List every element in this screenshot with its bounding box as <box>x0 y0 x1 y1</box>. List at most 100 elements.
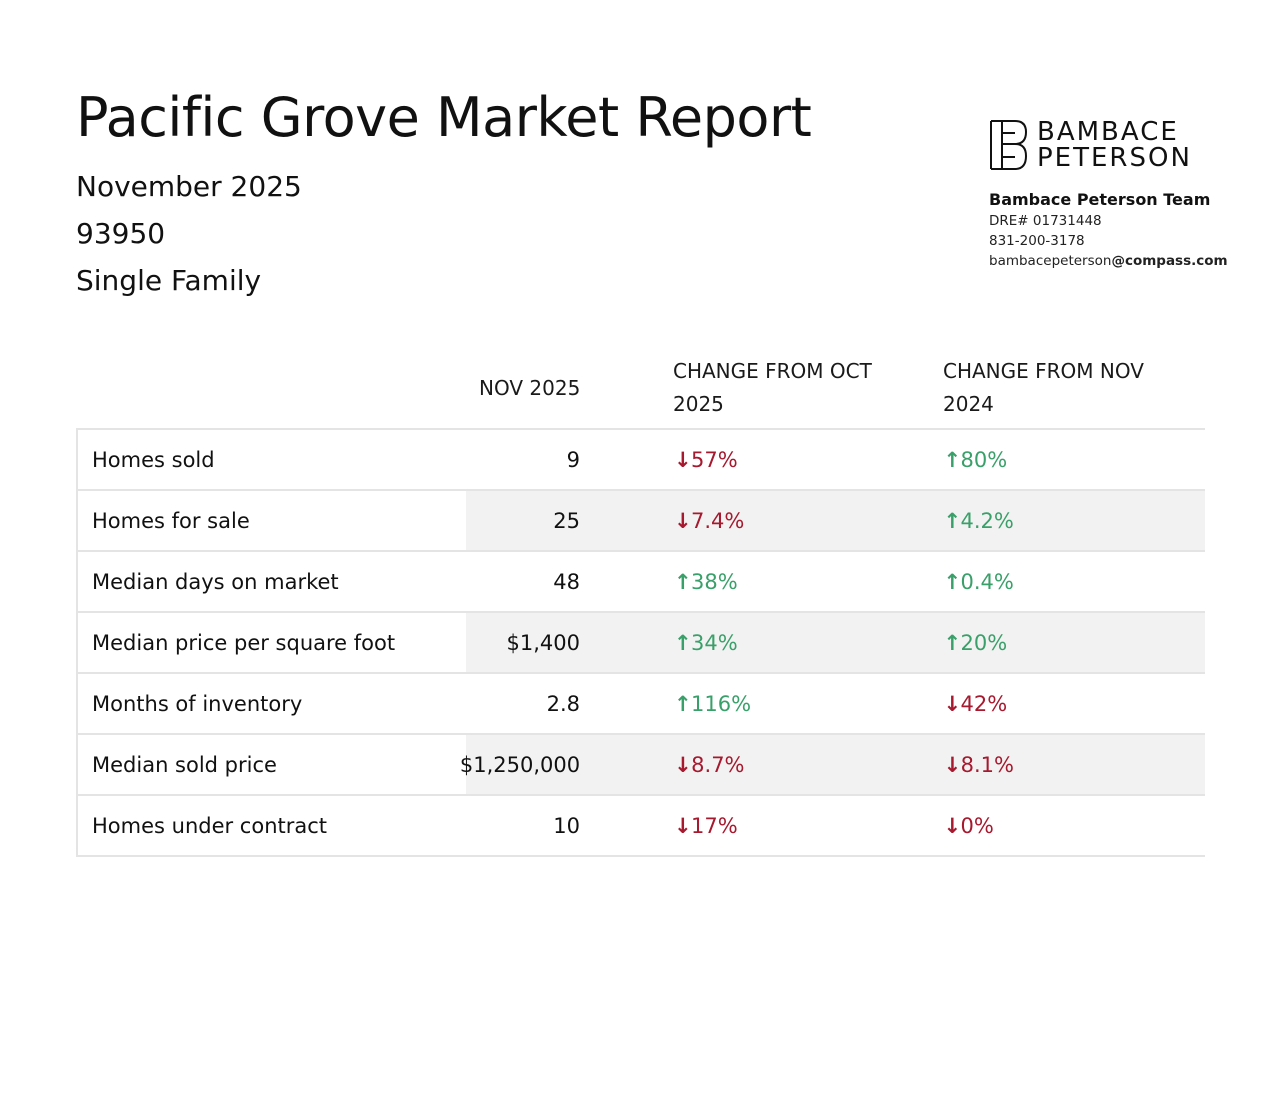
change-value: 4.2% <box>960 508 1014 533</box>
row-change-year: ↓ 42% <box>926 674 1205 733</box>
row-change-month: ↓ 17% <box>656 796 926 855</box>
row-change-month: ↓ 57% <box>656 430 926 489</box>
change-value: 8.1% <box>960 752 1014 777</box>
change-value: 80% <box>960 447 1008 472</box>
dre-number: DRE# 01731448 <box>989 213 1102 229</box>
header-change-year-line1: CHANGE FROM NOV <box>943 359 1144 383</box>
table-row: Homes for sale 25 ↓ 7.4% ↑ 4.2% <box>78 491 1205 552</box>
row-current-value: 25 <box>466 491 657 550</box>
brand-block: BAMBACE PETERSON Bambace Peterson Team D… <box>989 116 1239 269</box>
change-value: 57% <box>691 447 738 472</box>
arrow-up-icon: ↑ <box>943 630 962 655</box>
row-current-value: 2.8 <box>546 691 581 716</box>
header-current-month: NOV 2025 <box>479 375 581 400</box>
row-change-month: ↓ 8.7% <box>656 735 926 794</box>
team-name: Bambace Peterson Team <box>989 190 1211 209</box>
row-current-value: $1,400 <box>466 613 657 672</box>
row-change-year: ↑ 4.2% <box>925 491 1205 550</box>
row-change-year: ↑ 20% <box>925 613 1205 672</box>
change-value: 34% <box>691 630 738 655</box>
change-value: 0% <box>960 813 994 838</box>
change-up: ↑ 34% <box>674 631 738 655</box>
email-link[interactable]: bambacepeterson@compass.com <box>989 253 1239 269</box>
row-label: Months of inventory <box>92 691 303 716</box>
change-up: ↑ 80% <box>944 448 1008 472</box>
email-domain: @compass.com <box>1111 253 1228 269</box>
change-value: 38% <box>691 569 738 594</box>
brand-logo: BAMBACE PETERSON <box>989 116 1239 174</box>
table-row: Homes sold 9 ↓ 57% ↑ 80% <box>78 430 1205 491</box>
row-label: Median sold price <box>92 752 277 777</box>
change-down: ↓ 8.1% <box>944 753 1014 777</box>
row-label: Median price per square foot <box>92 630 396 655</box>
row-label: Homes sold <box>92 447 215 472</box>
change-value: 0.4% <box>960 569 1014 594</box>
row-change-year: ↑ 80% <box>926 430 1205 489</box>
change-up: ↑ 116% <box>674 692 751 716</box>
change-value: 7.4% <box>691 508 745 533</box>
row-change-month: ↑ 34% <box>656 613 926 672</box>
header-change-year: CHANGE FROM NOV 2024 <box>925 355 1205 421</box>
report-property-type: Single Family <box>76 264 262 297</box>
arrow-down-icon: ↓ <box>674 447 692 472</box>
row-label: Homes under contract <box>92 813 328 838</box>
market-table: NOV 2025 CHANGE FROM OCT 2025 CHANGE FRO… <box>76 348 1205 857</box>
table-row: Homes under contract 10 ↓ 17% ↓ 0% <box>78 796 1205 857</box>
arrow-up-icon: ↑ <box>943 569 962 594</box>
change-down: ↓ 42% <box>944 692 1008 716</box>
header-change-month-line1: CHANGE FROM OCT <box>673 359 872 383</box>
brand-wordmark: BAMBACE PETERSON <box>1037 119 1192 171</box>
change-up: ↑ 0.4% <box>944 570 1014 594</box>
row-current-value: 10 <box>553 813 581 838</box>
row-change-month: ↑ 38% <box>656 552 926 611</box>
table-row: Months of inventory 2.8 ↑ 116% ↓ 42% <box>78 674 1205 735</box>
header-change-month-line2: 2025 <box>673 392 724 416</box>
report-zip: 93950 <box>76 217 166 250</box>
arrow-up-icon: ↑ <box>674 630 692 655</box>
arrow-down-icon: ↓ <box>943 691 962 716</box>
row-current-value: 9 <box>566 447 581 472</box>
arrow-down-icon: ↓ <box>674 752 692 777</box>
row-label: Median days on market <box>92 569 339 594</box>
change-down: ↓ 7.4% <box>674 509 744 533</box>
brand-logo-icon <box>990 120 1028 170</box>
row-change-month: ↓ 7.4% <box>656 491 926 550</box>
brand-wordmark-line1: BAMBACE <box>1037 117 1179 147</box>
table-row: Median days on market 48 ↑ 38% ↑ 0.4% <box>78 552 1205 613</box>
brand-wordmark-line2: PETERSON <box>1037 143 1192 173</box>
arrow-up-icon: ↑ <box>674 691 692 716</box>
change-value: 8.7% <box>691 752 745 777</box>
table-row: Median sold price $1,250,000 ↓ 8.7% ↓ 8.1% <box>78 735 1205 796</box>
change-down: ↓ 8.7% <box>674 753 744 777</box>
row-current-value: 48 <box>553 569 581 594</box>
row-label: Homes for sale <box>92 508 250 533</box>
arrow-up-icon: ↑ <box>943 447 962 472</box>
change-down: ↓ 0% <box>944 814 994 838</box>
table-body: Homes sold 9 ↓ 57% ↑ 80% Homes for sale 25 ↓ 7.4%… <box>76 430 1205 857</box>
arrow-down-icon: ↓ <box>943 813 962 838</box>
header-change-year-line2: 2024 <box>943 392 994 416</box>
phone-number: 831-200-3178 <box>989 233 1085 249</box>
change-down: ↓ 17% <box>674 814 738 838</box>
email-user: bambacepeterson <box>989 253 1112 269</box>
change-up: ↑ 4.2% <box>944 509 1014 533</box>
row-change-year: ↑ 0.4% <box>926 552 1205 611</box>
arrow-up-icon: ↑ <box>943 508 962 533</box>
change-value: 42% <box>960 691 1008 716</box>
row-change-year: ↓ 8.1% <box>925 735 1205 794</box>
change-up: ↑ 20% <box>944 631 1008 655</box>
table-header-row: NOV 2025 CHANGE FROM OCT 2025 CHANGE FRO… <box>76 348 1205 430</box>
table-row: Median price per square foot $1,400 ↑ 34% ↑ 2… <box>78 613 1205 674</box>
row-current-value: $1,250,000 <box>460 735 657 794</box>
change-up: ↑ 38% <box>674 570 738 594</box>
arrow-down-icon: ↓ <box>943 752 962 777</box>
arrow-down-icon: ↓ <box>674 508 692 533</box>
report-month: November 2025 <box>76 170 302 203</box>
header-change-month: CHANGE FROM OCT 2025 <box>655 355 925 421</box>
change-value: 116% <box>691 691 752 716</box>
row-change-month: ↑ 116% <box>656 674 926 733</box>
row-change-year: ↓ 0% <box>926 796 1205 855</box>
change-down: ↓ 57% <box>674 448 738 472</box>
change-value: 17% <box>691 813 738 838</box>
report-title: Pacific Grove Market Report <box>76 86 812 149</box>
